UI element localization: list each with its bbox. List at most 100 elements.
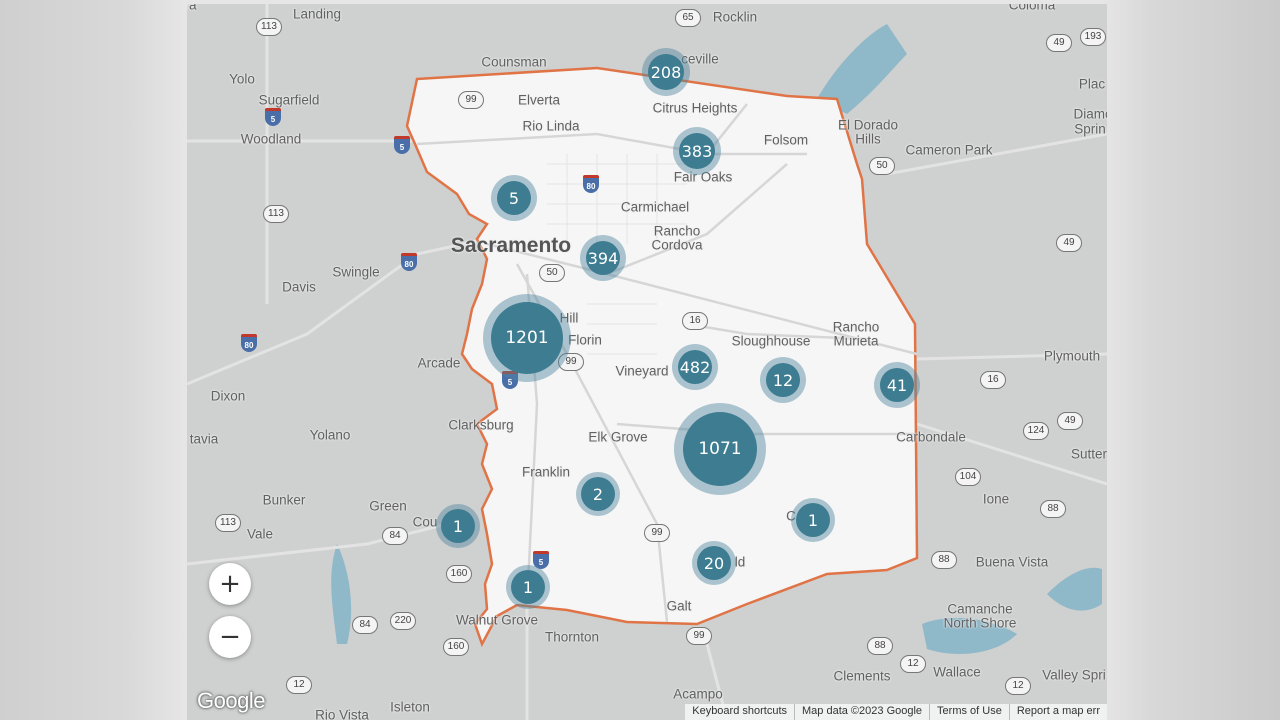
place-label: Fair Oaks bbox=[673, 169, 733, 185]
place-label: Florin bbox=[568, 332, 602, 348]
state-route-shield: 193 bbox=[1080, 28, 1106, 46]
cluster-marker[interactable]: 1 bbox=[436, 504, 480, 548]
place-label: Elverta bbox=[517, 92, 561, 108]
interstate-shield-icon: 80 bbox=[241, 334, 257, 352]
cluster-count: 1 bbox=[796, 503, 830, 537]
cluster-count: 482 bbox=[678, 350, 712, 384]
cluster-count: 1071 bbox=[683, 412, 757, 486]
map-base-layer bbox=[187, 4, 1107, 720]
place-label: Bunker bbox=[262, 492, 306, 508]
state-route-shield: 49 bbox=[1046, 34, 1072, 52]
place-label: Vale bbox=[246, 526, 274, 542]
state-route-shield: 16 bbox=[682, 312, 708, 330]
cluster-count: 1201 bbox=[491, 302, 563, 374]
terms-of-use-link[interactable]: Terms of Use bbox=[929, 704, 1009, 720]
state-route-shield: 99 bbox=[458, 91, 484, 109]
place-label: Buena Vista bbox=[975, 554, 1049, 570]
map-canvas[interactable]: ira Landing Rocklin Coloma Counsman ceville Yo… bbox=[187, 4, 1107, 720]
state-route-shield: 12 bbox=[900, 655, 926, 673]
cluster-count: 12 bbox=[766, 363, 800, 397]
cluster-marker[interactable]: 383 bbox=[673, 127, 721, 175]
state-route-shield: 88 bbox=[931, 551, 957, 569]
zoom-out-button[interactable]: − bbox=[209, 616, 251, 658]
city-label-sacramento: Sacramento bbox=[450, 234, 572, 257]
cluster-marker[interactable]: 482 bbox=[672, 344, 718, 390]
place-label: Swingle bbox=[332, 264, 380, 280]
cluster-marker[interactable]: 20 bbox=[692, 541, 736, 585]
place-label: Folsom bbox=[763, 132, 809, 148]
place-label: Hill bbox=[559, 310, 579, 326]
pardee-reservoir bbox=[1047, 567, 1102, 611]
place-label: Carmichael bbox=[620, 199, 690, 215]
place-label: Clarksburg bbox=[448, 417, 514, 433]
keyboard-shortcuts-link[interactable]: Keyboard shortcuts bbox=[692, 705, 788, 717]
river-water bbox=[331, 544, 352, 644]
report-map-error-link[interactable]: Report a map err bbox=[1008, 704, 1107, 720]
place-label: Hills bbox=[855, 131, 881, 147]
state-route-shield: 12 bbox=[286, 676, 312, 694]
place-label: Rio Linda bbox=[522, 118, 580, 134]
interstate-shield-icon: 5 bbox=[533, 551, 549, 569]
place-label: Yolano bbox=[309, 427, 351, 443]
google-logo: Google bbox=[197, 688, 265, 713]
cluster-marker[interactable]: 1201 bbox=[483, 294, 571, 382]
state-route-shield: 113 bbox=[215, 514, 241, 532]
map-data-text: Map data ©2023 Google bbox=[794, 704, 929, 720]
place-label: Davis bbox=[282, 279, 316, 295]
place-label: C bbox=[786, 508, 796, 524]
place-label: Wallace bbox=[933, 664, 981, 680]
state-route-shield: 124 bbox=[1023, 422, 1049, 440]
place-label: Arcade bbox=[417, 355, 461, 371]
place-label: Walnut Grove bbox=[455, 612, 539, 628]
place-label: Ione bbox=[982, 491, 1010, 507]
place-label: ira bbox=[187, 4, 197, 13]
place-label: Citrus Heights bbox=[652, 100, 738, 116]
cluster-marker[interactable]: 1 bbox=[506, 565, 550, 609]
place-label: Murieta bbox=[833, 333, 879, 349]
interstate-shield-icon: 5 bbox=[502, 371, 518, 389]
state-route-shield: 99 bbox=[644, 524, 670, 542]
state-route-shield: 50 bbox=[539, 264, 565, 282]
state-route-shield: 12 bbox=[1005, 677, 1031, 695]
state-route-shield: 220 bbox=[390, 612, 416, 630]
place-label: Cou bbox=[412, 514, 438, 530]
place-label: Clements bbox=[833, 668, 891, 684]
folsom-lake bbox=[817, 24, 907, 114]
state-route-shield: 84 bbox=[382, 527, 408, 545]
place-label: Elk Grove bbox=[588, 429, 648, 445]
zoom-in-button[interactable]: + bbox=[209, 563, 251, 605]
cluster-marker[interactable]: 394 bbox=[580, 235, 626, 281]
state-route-shield: 99 bbox=[686, 627, 712, 645]
cluster-marker[interactable]: 5 bbox=[491, 175, 537, 221]
place-label: ld bbox=[734, 554, 746, 570]
place-label: Sprin bbox=[1074, 121, 1106, 137]
cluster-marker[interactable]: 41 bbox=[874, 362, 920, 408]
place-label: El Dorado bbox=[837, 117, 899, 133]
cluster-count: 41 bbox=[880, 368, 914, 402]
county-boundary bbox=[405, 66, 919, 648]
state-route-shield: 16 bbox=[980, 371, 1006, 389]
cluster-count: 1 bbox=[441, 509, 475, 543]
cluster-marker[interactable]: 1071 bbox=[674, 403, 766, 495]
place-label: Cordova bbox=[651, 237, 703, 253]
cluster-marker[interactable]: 12 bbox=[760, 357, 806, 403]
cluster-marker[interactable]: 208 bbox=[642, 48, 690, 96]
place-label: Cameron Park bbox=[905, 142, 993, 158]
state-route-shield: 50 bbox=[869, 157, 895, 175]
state-route-shield: 49 bbox=[1056, 234, 1082, 252]
place-label: Sugarfield bbox=[258, 92, 320, 108]
state-route-shield: 160 bbox=[443, 638, 469, 656]
state-route-shield: 88 bbox=[867, 637, 893, 655]
cluster-count: 5 bbox=[497, 181, 531, 215]
state-route-shield: 99 bbox=[558, 353, 584, 371]
place-label: Counsman bbox=[481, 54, 547, 70]
interstate-shield-icon: 80 bbox=[583, 175, 599, 193]
cluster-count: 394 bbox=[586, 241, 620, 275]
place-label: Acampo bbox=[673, 686, 723, 702]
place-label: Landing bbox=[292, 6, 342, 22]
place-label: Galt bbox=[666, 598, 692, 614]
cluster-marker[interactable]: 2 bbox=[576, 472, 620, 516]
state-route-shield: 160 bbox=[446, 565, 472, 583]
cluster-marker[interactable]: 1 bbox=[791, 498, 835, 542]
state-route-shield: 49 bbox=[1057, 412, 1083, 430]
